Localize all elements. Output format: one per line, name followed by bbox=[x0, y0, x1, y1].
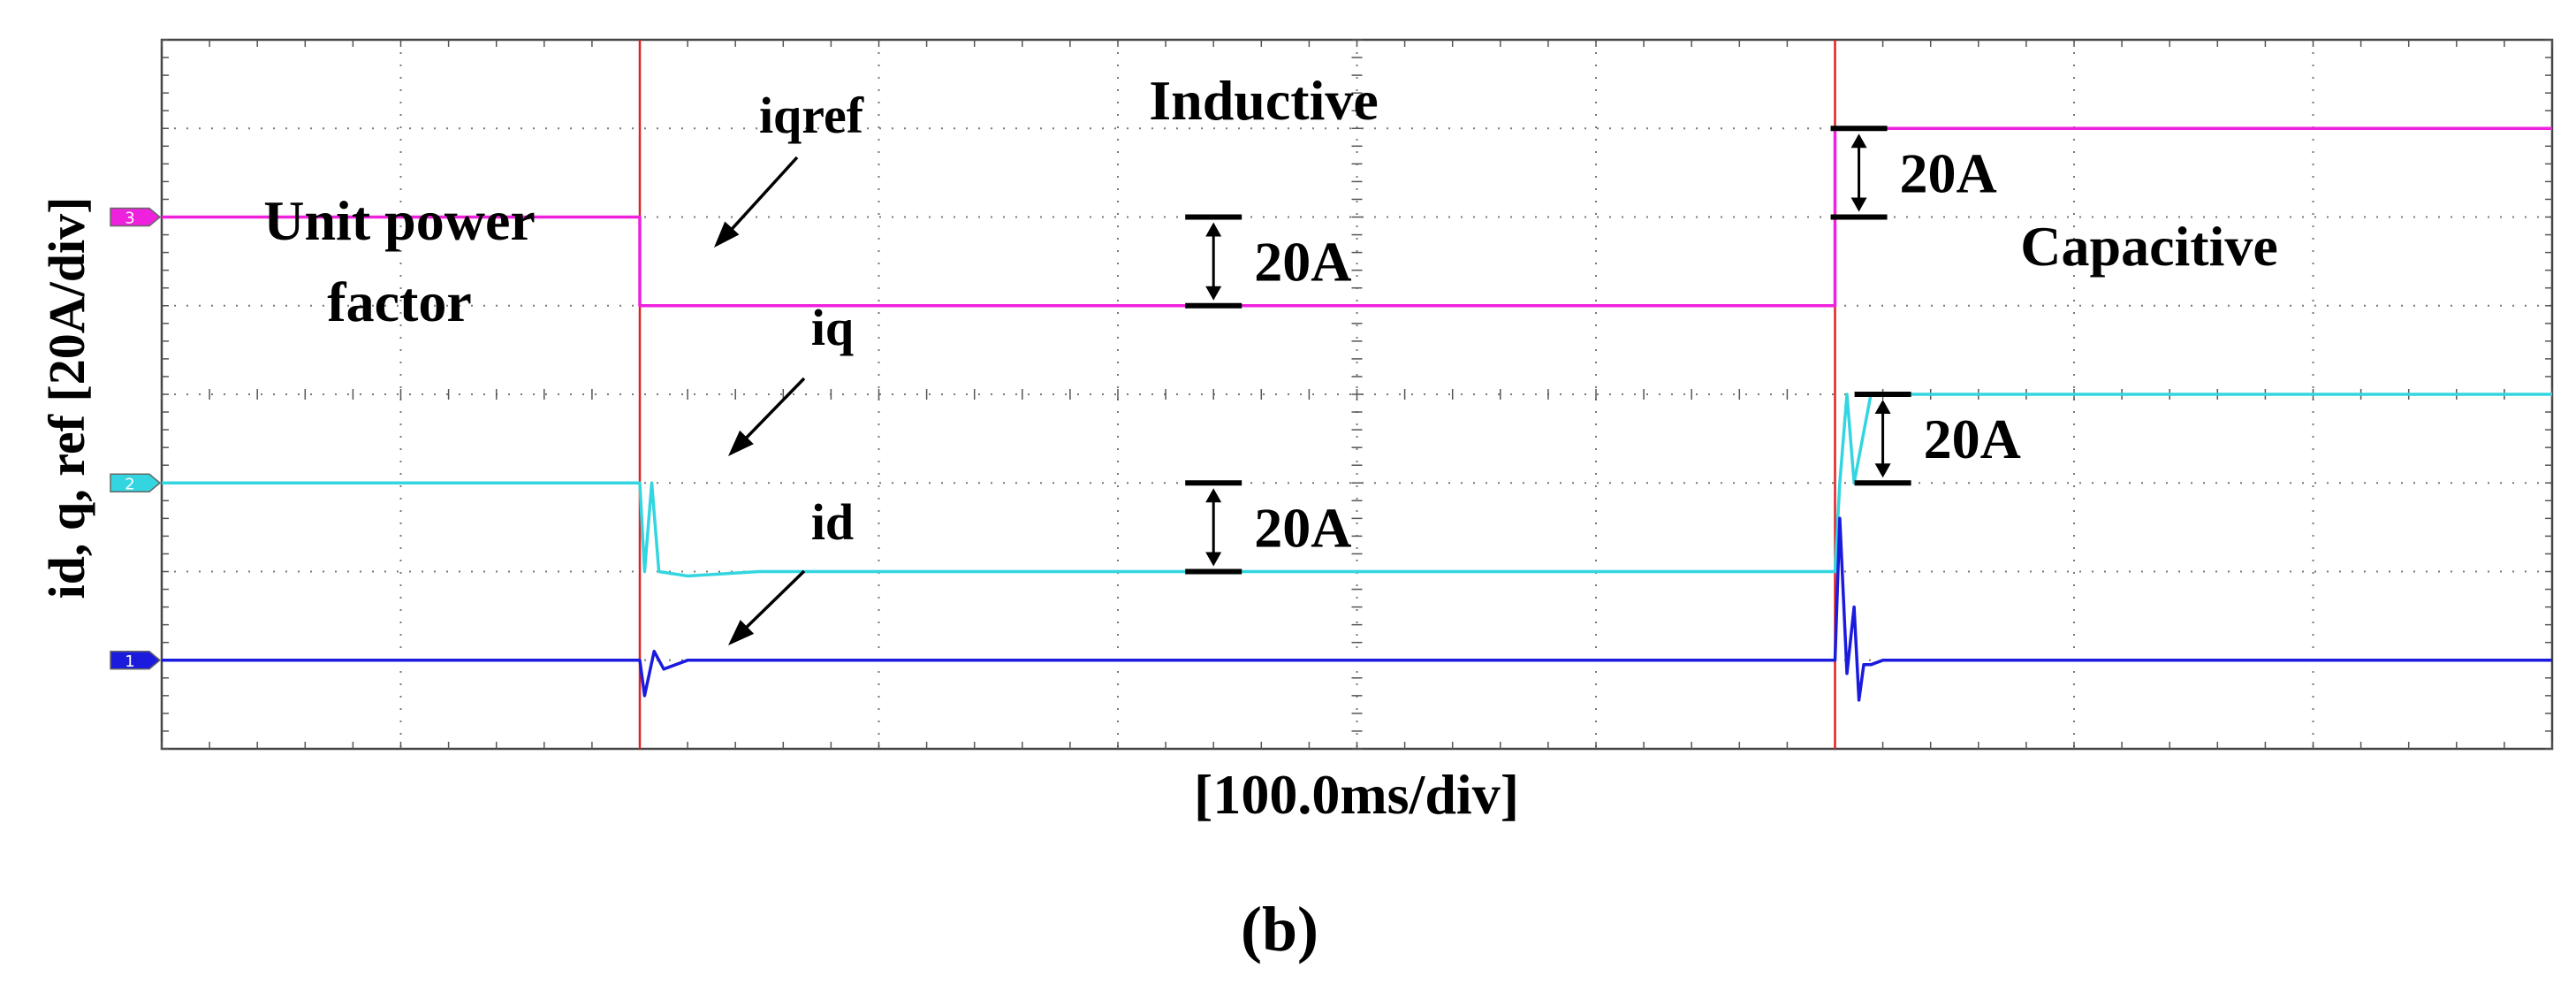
arrow-head bbox=[1850, 133, 1867, 149]
channel-marker-number: 1 bbox=[125, 652, 134, 671]
channel-marker-3: 3 bbox=[110, 207, 162, 228]
arrow-head bbox=[1874, 463, 1891, 478]
arrow-shaft bbox=[737, 377, 806, 447]
arrow-head bbox=[1205, 222, 1222, 237]
arrow-head bbox=[1205, 488, 1222, 503]
channel-marker-2: 2 bbox=[110, 473, 162, 493]
figure-label: (b) bbox=[1241, 894, 1318, 965]
series-label-iq: iq bbox=[811, 299, 854, 356]
channel-marker-shape bbox=[110, 651, 162, 670]
channel-marker-number: 2 bbox=[125, 475, 134, 493]
arrow-head bbox=[1874, 400, 1891, 414]
scale-marker-label: 20A bbox=[1254, 496, 1351, 559]
region-label-line: Inductive bbox=[1149, 69, 1379, 132]
arrow-head bbox=[1205, 552, 1222, 567]
scale-markers: 20A 20A 20A 20A bbox=[1185, 126, 2021, 575]
scale-marker: 20A bbox=[1854, 392, 2021, 486]
scale-marker-label: 20A bbox=[1924, 408, 2021, 470]
scale-marker-label: 20A bbox=[1254, 231, 1351, 294]
arrow-shaft bbox=[723, 156, 799, 239]
arrow-label-iqref: iqref bbox=[714, 87, 864, 248]
arrow-head bbox=[728, 620, 755, 645]
scope-traces bbox=[162, 40, 2552, 749]
scale-marker-label: 20A bbox=[1900, 141, 1997, 204]
series-label-id: id bbox=[811, 493, 854, 551]
region-label-inductive: Inductive bbox=[1149, 69, 1379, 132]
channel-marker-number: 3 bbox=[125, 210, 134, 228]
channel-marker-1: 1 bbox=[110, 651, 162, 671]
scale-marker: 20A bbox=[1185, 214, 1351, 309]
arrow-labels: iqref iq id bbox=[714, 87, 864, 645]
channel-marker-shape bbox=[110, 473, 162, 492]
arrow-head bbox=[1850, 197, 1867, 212]
arrow-shaft bbox=[737, 569, 806, 637]
channel-markers: 3 2 1 bbox=[110, 207, 162, 671]
trace-iq bbox=[162, 393, 2552, 578]
arrow-label-id: id bbox=[728, 493, 854, 645]
y-axis-label: id, q, ref [20A/div] bbox=[38, 197, 95, 599]
x-axis-label: [100.0ms/div] bbox=[1194, 763, 1519, 826]
region-label-line: Unit power bbox=[263, 189, 536, 252]
arrow-label-iq: iq bbox=[728, 299, 854, 456]
channel-marker-shape bbox=[110, 207, 162, 227]
series-label-iqref: iqref bbox=[759, 87, 864, 144]
region-label-unit-power-factor: Unit power factor bbox=[263, 189, 536, 333]
arrow-head bbox=[714, 221, 740, 248]
region-label-line: factor bbox=[327, 271, 471, 333]
scale-marker: 20A bbox=[1830, 126, 1997, 220]
region-label-capacitive: Capacitive bbox=[2020, 215, 2278, 278]
region-label-line: Capacitive bbox=[2020, 215, 2278, 278]
arrow-head bbox=[728, 430, 754, 456]
scale-marker: 20A bbox=[1185, 480, 1351, 575]
trace-id bbox=[162, 516, 2552, 702]
arrow-head bbox=[1205, 286, 1222, 301]
